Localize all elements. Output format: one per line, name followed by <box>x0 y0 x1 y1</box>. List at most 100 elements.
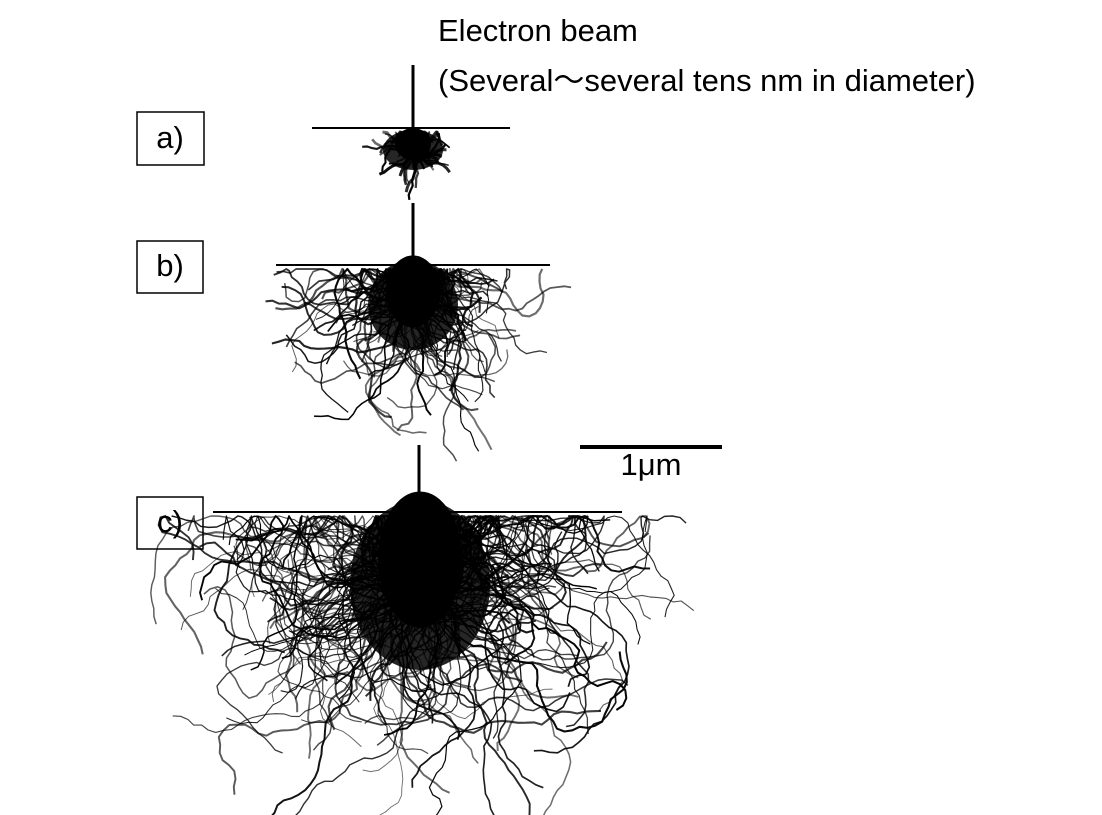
trajectory <box>295 595 460 815</box>
trajectory <box>273 598 401 658</box>
trajectory <box>410 566 566 613</box>
trajectory <box>294 312 431 384</box>
trajectory <box>355 314 417 419</box>
trajectory <box>392 313 410 352</box>
trajectory <box>400 268 425 310</box>
trajectory <box>439 515 652 620</box>
trajectory <box>412 153 420 189</box>
trajectory <box>423 321 443 358</box>
trajectory <box>277 584 414 723</box>
beam-label: Electron beam <box>438 13 638 48</box>
trajectory <box>337 515 461 597</box>
trajectory <box>271 601 402 815</box>
trajectory <box>421 587 571 713</box>
trajectory <box>439 592 537 633</box>
scale-label: 1μm <box>621 447 682 482</box>
trajectory <box>428 572 579 679</box>
trajectory <box>319 579 392 748</box>
trajectory <box>294 619 404 700</box>
trajectory <box>408 311 432 416</box>
trajectory <box>403 313 509 377</box>
trajectory <box>367 515 483 600</box>
trajectory <box>414 130 425 150</box>
panel-box <box>136 111 205 166</box>
trajectory <box>404 155 423 193</box>
trajectory <box>342 316 424 377</box>
trajectory <box>356 588 454 693</box>
trajectory <box>354 515 417 613</box>
trajectory <box>399 131 415 156</box>
trajectory <box>228 515 412 591</box>
trajectory <box>430 515 508 592</box>
trajectory <box>429 579 629 712</box>
trajectory <box>395 312 424 375</box>
trajectory <box>290 515 406 586</box>
trajectory <box>320 292 407 413</box>
trajectory <box>410 143 447 156</box>
trajectory <box>189 551 417 597</box>
trajectory <box>396 582 544 789</box>
trajectory <box>410 296 435 336</box>
trajectory <box>233 515 420 584</box>
trajectory <box>419 515 648 669</box>
trajectory <box>373 323 402 378</box>
trajectory <box>413 268 491 324</box>
trajectory <box>341 567 439 726</box>
trajectory <box>414 151 426 163</box>
trajectory <box>377 612 429 755</box>
trajectory <box>364 597 460 725</box>
trajectory <box>411 283 500 339</box>
panel-label: a) <box>156 120 184 155</box>
trajectory <box>311 531 412 578</box>
trajectory <box>434 514 542 602</box>
trajectory <box>414 131 434 154</box>
panel-label: b) <box>156 248 184 283</box>
trajectory <box>164 524 414 655</box>
trajectory <box>419 296 460 324</box>
trajectory <box>312 515 425 751</box>
trajectory <box>395 515 591 645</box>
trajectory <box>320 616 409 642</box>
trajectory <box>369 299 427 434</box>
trajectory <box>291 300 413 373</box>
trajectory <box>402 149 417 167</box>
trajectory <box>269 590 409 630</box>
trajectory <box>431 576 461 658</box>
trajectory <box>378 515 453 682</box>
trajectory <box>199 515 412 639</box>
trajectory <box>412 131 419 150</box>
trajectory <box>315 268 407 320</box>
trajectory <box>396 294 479 353</box>
trajectory <box>215 588 406 652</box>
trajectory <box>375 515 498 617</box>
trajectory <box>313 268 436 332</box>
beam-note: (Several～several tens nm in diameter) <box>438 63 976 98</box>
trajectory <box>407 309 463 392</box>
trajectory <box>379 515 494 649</box>
trajectory <box>412 590 608 674</box>
trajectory <box>433 576 524 608</box>
trajectory <box>411 267 481 313</box>
trajectory <box>302 515 414 618</box>
trajectory <box>406 268 490 314</box>
trajectory <box>402 572 462 717</box>
panel-box <box>136 240 204 294</box>
trajectory <box>401 606 495 815</box>
trajectory <box>396 587 602 734</box>
trajectory <box>424 546 536 658</box>
trajectory <box>381 147 406 172</box>
trajectory <box>242 525 420 611</box>
trajectory <box>402 586 550 692</box>
trajectory <box>400 268 472 301</box>
trajectory <box>407 303 458 462</box>
trajectory <box>307 586 406 682</box>
trajectory <box>396 293 443 432</box>
trajectory <box>401 593 479 764</box>
trajectory <box>342 268 407 295</box>
trajectory <box>371 138 404 151</box>
scatter-volume <box>150 128 695 815</box>
trajectory <box>334 581 523 726</box>
trajectory <box>430 573 628 733</box>
